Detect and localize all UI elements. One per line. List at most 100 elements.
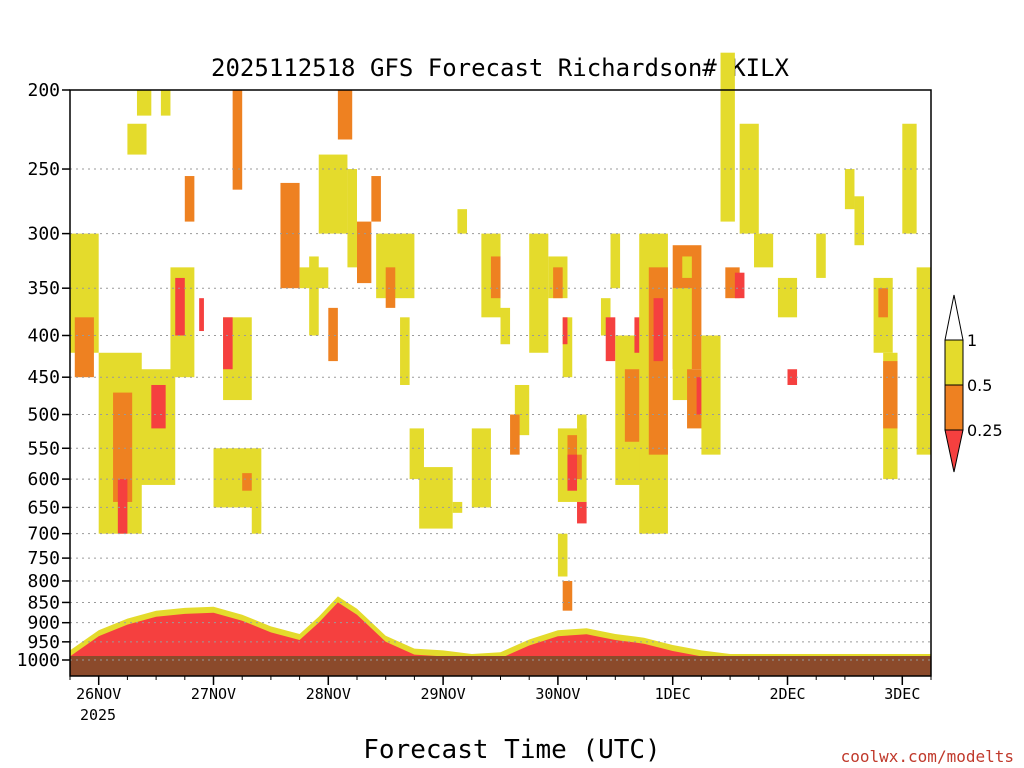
heatmap-cell	[653, 298, 664, 362]
x-tick-label: 3DEC	[884, 685, 920, 703]
heatmap-cell	[213, 448, 262, 508]
y-axis-ticks: 200 250 300 350 400 450 500 550 600 650 700 7508008…	[17, 80, 70, 671]
legend-level-label: 1	[967, 331, 977, 350]
y-tick-label: 850	[27, 592, 60, 613]
heatmap-cell	[878, 288, 888, 318]
heatmap-cell	[562, 317, 573, 378]
y-tick-label: 400	[27, 325, 60, 346]
heatmap-cell	[74, 317, 94, 378]
heatmap-cell	[175, 277, 185, 336]
legend-swatch-0.5-1	[944, 339, 964, 386]
heatmap-cell	[409, 428, 424, 480]
heatmap-cell	[902, 123, 917, 234]
heatmap-cell	[754, 233, 774, 268]
boundary-layer-core	[70, 602, 931, 660]
heatmap-cell	[337, 90, 353, 140]
heatmap-cell	[739, 123, 759, 234]
heatmap-cell	[610, 233, 621, 289]
heatmap-cell	[127, 123, 147, 155]
y-tick-label: 600	[27, 469, 60, 490]
y-tick-label: 300	[27, 224, 60, 245]
legend-colorbar: 1 0.5 0.25	[944, 294, 1003, 473]
heatmap-cell	[184, 176, 195, 222]
heatmap-cell	[682, 256, 692, 278]
heatmap-cell	[816, 233, 826, 278]
heatmap-cell	[385, 267, 396, 308]
heatmap-cell	[160, 90, 171, 116]
heatmap-cell	[471, 428, 491, 508]
heatmap-cell	[136, 90, 152, 116]
legend-swatch-below-0.25	[944, 429, 964, 473]
heatmap-cell	[500, 307, 511, 345]
ground-surface	[70, 656, 931, 676]
heatmap-cell	[357, 221, 372, 284]
boundary-layer-band	[70, 596, 931, 676]
legend-level-label: 0.25	[967, 421, 1003, 440]
x-tick-label: 2DEC	[769, 685, 805, 703]
heatmap-cell	[151, 384, 166, 429]
heatmap-cells	[70, 52, 931, 611]
heatmap-cell	[562, 580, 573, 611]
y-tick-label: 900	[27, 613, 60, 634]
y-tick-label: 950	[27, 632, 60, 653]
y-tick-label: 200	[27, 80, 60, 101]
heatmap-cell	[854, 196, 865, 246]
heatmap-cell	[490, 256, 501, 299]
y-tick-label: 650	[27, 497, 60, 518]
heatmap-cell	[400, 317, 410, 385]
x-axis-ticks: 26NOV 27NOV 28NOV 29NOV 30NOV 1DEC 2DEC 3DEC	[69, 676, 932, 703]
plot-area	[70, 90, 931, 676]
heatmap-cell	[883, 361, 898, 429]
heatmap-cell	[577, 501, 587, 524]
heatmap-cell	[701, 335, 721, 455]
heatmap-cell	[720, 52, 735, 222]
heatmap-cell	[347, 169, 357, 268]
y-tick-label: 250	[27, 159, 60, 180]
legend-swatch-0.25-0.5	[944, 384, 964, 431]
heatmap-cell	[605, 317, 616, 362]
heatmap-cell	[600, 298, 611, 336]
heatmap-cell	[419, 467, 453, 529]
heatmap-cell	[113, 392, 133, 502]
heatmap-cell	[567, 454, 578, 491]
heatmap-cell	[557, 533, 568, 577]
y-tick-label: 1000	[17, 650, 60, 671]
chart-title: 2025112518 GFS Forecast Richardson# KILX	[211, 54, 790, 82]
heatmap-cell	[577, 414, 587, 455]
y-tick-label: 700	[27, 524, 60, 545]
x-axis-label: Forecast Time (UTC)	[363, 735, 660, 765]
heatmap-cell	[777, 277, 798, 318]
heatmap-cell	[232, 90, 243, 190]
heatmap-cell	[223, 317, 233, 370]
y-tick-label: 800	[27, 571, 60, 592]
x-tick-label: 28NOV	[306, 685, 351, 703]
heatmap-cell	[309, 256, 319, 336]
heatmap-cell	[199, 298, 204, 332]
heatmap-cell	[251, 501, 262, 534]
heatmap-cell	[734, 272, 745, 299]
heatmap-cell	[787, 369, 798, 385]
heatmap-cell	[280, 182, 300, 289]
x-tick-label: 27NOV	[191, 685, 236, 703]
legend-swatch-above-1	[944, 294, 964, 341]
heatmap-cell	[371, 176, 381, 222]
y-tick-label: 750	[27, 548, 60, 569]
heatmap-cell	[553, 267, 563, 299]
y-tick-label: 500	[27, 405, 60, 426]
credit-text: coolwx.com/modelts	[841, 747, 1014, 766]
legend-level-label: 0.5	[967, 376, 992, 395]
heatmap-cell	[242, 473, 252, 491]
heatmap-cell	[844, 169, 855, 210]
x-year-label: 2025	[80, 706, 116, 724]
heatmap-cell	[117, 479, 128, 534]
x-tick-label: 30NOV	[535, 685, 580, 703]
x-tick-label: 1DEC	[655, 685, 691, 703]
y-tick-label: 550	[27, 438, 60, 459]
heatmap-cell	[452, 501, 463, 513]
plot-background	[70, 90, 931, 676]
x-tick-label: 26NOV	[76, 685, 121, 703]
heatmap-cell	[510, 414, 520, 455]
heatmap-cell	[916, 267, 931, 455]
heatmap-cell	[529, 233, 549, 353]
